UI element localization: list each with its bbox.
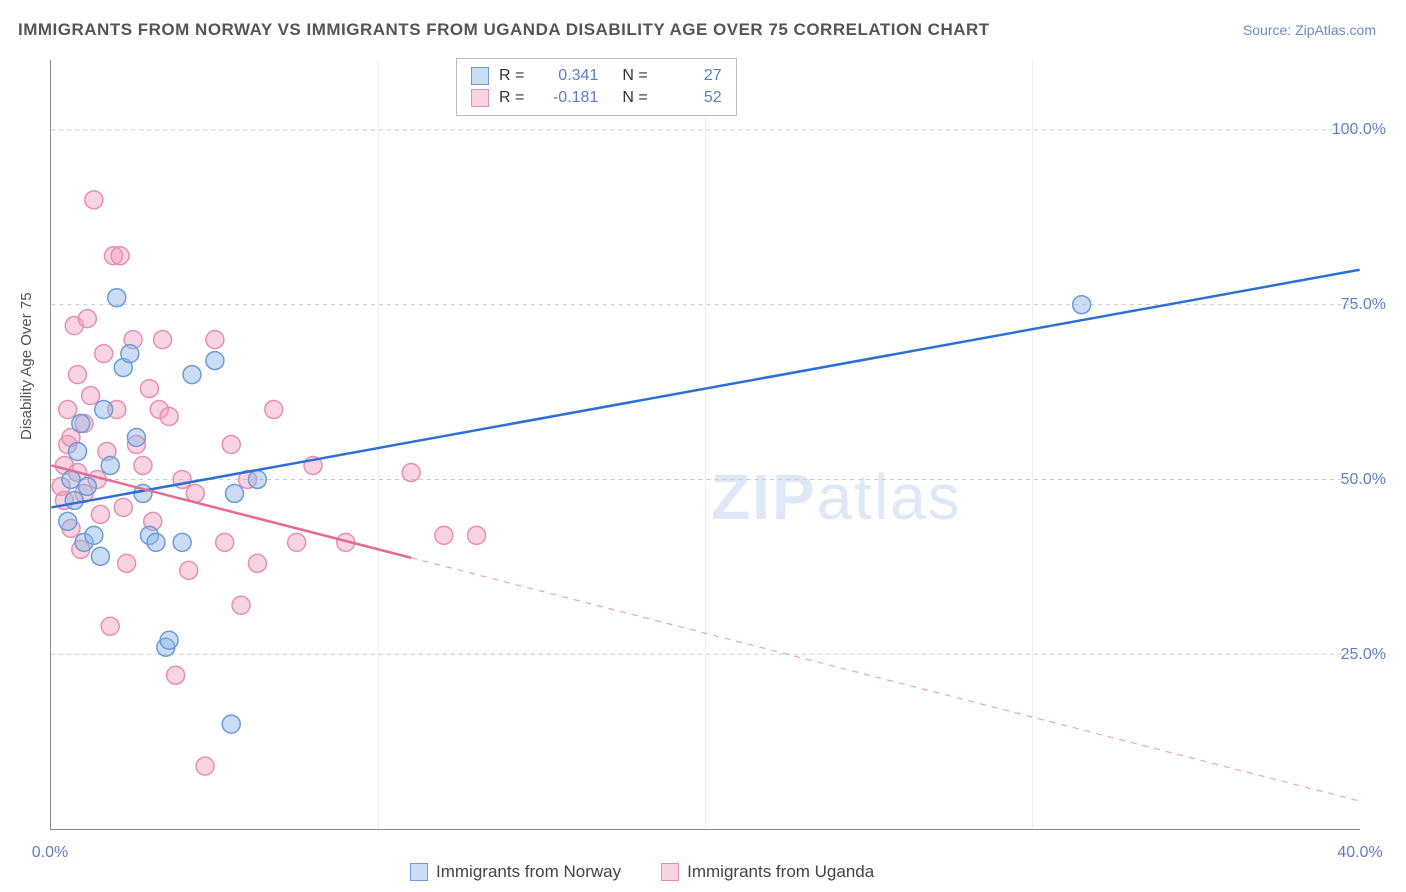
legend-label-uganda: Immigrants from Uganda [687, 862, 874, 882]
legend-n-value-norway: 27 [662, 67, 722, 85]
scatter-point [59, 401, 77, 419]
scatter-point [206, 331, 224, 349]
scatter-point [101, 456, 119, 474]
scatter-point [140, 380, 158, 398]
scatter-point [59, 512, 77, 530]
scatter-point [160, 408, 178, 426]
legend-item-norway[interactable]: Immigrants from Norway [410, 862, 621, 882]
scatter-point [69, 443, 87, 461]
scatter-point [111, 247, 129, 265]
scatter-point [95, 345, 113, 363]
legend-r-label: R = [499, 89, 524, 107]
regression-line-extrapolated [411, 558, 1360, 801]
scatter-point [160, 631, 178, 649]
legend-swatch-uganda [661, 863, 679, 881]
chart-title: IMMIGRANTS FROM NORWAY VS IMMIGRANTS FRO… [18, 20, 990, 40]
scatter-point [91, 547, 109, 565]
scatter-point [65, 491, 83, 509]
legend-n-label: N = [622, 89, 647, 107]
scatter-point [216, 533, 234, 551]
scatter-point [180, 561, 198, 579]
scatter-point [183, 366, 201, 384]
legend-r-label: R = [499, 67, 524, 85]
scatter-point [288, 533, 306, 551]
legend-label-norway: Immigrants from Norway [436, 862, 621, 882]
scatter-point [206, 352, 224, 370]
scatter-point [108, 289, 126, 307]
scatter-point [127, 429, 145, 447]
scatter-point [85, 526, 103, 544]
legend-row-norway: R = 0.341 N = 27 [471, 65, 722, 87]
legend-swatch-norway [410, 863, 428, 881]
scatter-point [468, 526, 486, 544]
scatter-point [196, 757, 214, 775]
legend-r-value-norway: 0.341 [538, 67, 598, 85]
scatter-point [82, 387, 100, 405]
scatter-point [226, 484, 244, 502]
legend-n-label: N = [622, 67, 647, 85]
scatter-point [435, 526, 453, 544]
scatter-point [78, 310, 96, 328]
scatter-point [248, 470, 266, 488]
scatter-point [101, 617, 119, 635]
legend-series: Immigrants from Norway Immigrants from U… [410, 862, 874, 882]
scatter-point [114, 498, 132, 516]
legend-r-value-uganda: -0.181 [538, 89, 598, 107]
scatter-point [134, 456, 152, 474]
legend-item-uganda[interactable]: Immigrants from Uganda [661, 862, 874, 882]
scatter-point [402, 463, 420, 481]
scatter-point [69, 366, 87, 384]
scatter-point [85, 191, 103, 209]
plot-area: ZIPatlas [50, 60, 1360, 830]
legend-n-value-uganda: 52 [662, 89, 722, 107]
scatter-point [222, 715, 240, 733]
scatter-point [147, 533, 165, 551]
scatter-point [121, 345, 139, 363]
scatter-point [78, 477, 96, 495]
scatter-point [95, 401, 113, 419]
scatter-point [118, 554, 136, 572]
scatter-point [265, 401, 283, 419]
legend-swatch-uganda [471, 89, 489, 107]
y-axis-label: Disability Age Over 75 [18, 292, 35, 440]
scatter-point [91, 505, 109, 523]
legend-correlation: R = 0.341 N = 27 R = -0.181 N = 52 [456, 58, 737, 116]
scatter-point [173, 533, 191, 551]
scatter-point [72, 415, 90, 433]
source-link[interactable]: Source: ZipAtlas.com [1243, 22, 1376, 38]
legend-swatch-norway [471, 67, 489, 85]
scatter-point [222, 436, 240, 454]
x-tick-label: 40.0% [1337, 844, 1382, 862]
scatter-point [1073, 296, 1091, 314]
scatter-point [167, 666, 185, 684]
legend-row-uganda: R = -0.181 N = 52 [471, 87, 722, 109]
scatter-point [232, 596, 250, 614]
scatter-point [154, 331, 172, 349]
scatter-point [248, 554, 266, 572]
plot-svg [51, 60, 1360, 829]
chart-container: IMMIGRANTS FROM NORWAY VS IMMIGRANTS FRO… [0, 0, 1406, 892]
x-tick-label: 0.0% [32, 844, 68, 862]
